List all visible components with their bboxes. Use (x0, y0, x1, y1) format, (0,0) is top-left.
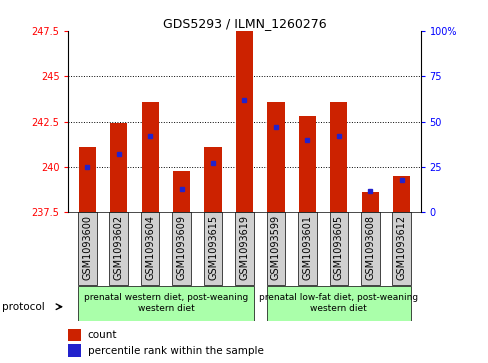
Text: GSM1093604: GSM1093604 (145, 215, 155, 280)
Bar (392, 176, 409, 212)
Bar (78, 286, 253, 321)
Bar (298, 212, 316, 285)
Text: percentile rank within the sample: percentile rank within the sample (88, 346, 263, 355)
Text: count: count (88, 330, 117, 340)
Text: protocol: protocol (2, 302, 45, 312)
Bar (235, 31, 253, 212)
Bar (360, 212, 379, 285)
Bar (235, 212, 253, 285)
Bar (79, 147, 96, 212)
Bar (173, 171, 190, 212)
Text: GSM1093619: GSM1093619 (239, 215, 249, 280)
Text: GSM1093605: GSM1093605 (333, 215, 343, 280)
Bar (267, 102, 284, 212)
Text: GSM1093612: GSM1093612 (396, 215, 406, 280)
Text: GSM1093600: GSM1093600 (82, 215, 92, 280)
Title: GDS5293 / ILMN_1260276: GDS5293 / ILMN_1260276 (163, 17, 325, 30)
Bar (78, 212, 97, 285)
Bar (141, 212, 159, 285)
Bar (141, 102, 159, 212)
Bar (329, 102, 347, 212)
Bar (110, 123, 127, 212)
Bar (361, 192, 378, 212)
Bar (298, 116, 315, 212)
Text: prenatal low-fat diet, post-weaning
western diet: prenatal low-fat diet, post-weaning west… (259, 293, 418, 313)
Bar (391, 212, 410, 285)
Bar (329, 212, 347, 285)
Bar (266, 286, 410, 321)
Bar (266, 212, 285, 285)
Text: GSM1093602: GSM1093602 (114, 215, 123, 280)
Text: GSM1093609: GSM1093609 (176, 215, 186, 280)
Bar (172, 212, 190, 285)
Bar (203, 212, 222, 285)
Text: GSM1093615: GSM1093615 (207, 215, 218, 280)
Bar (204, 147, 221, 212)
Text: GSM1093599: GSM1093599 (270, 215, 281, 280)
Text: prenatal western diet, post-weaning
western diet: prenatal western diet, post-weaning west… (83, 293, 247, 313)
Bar (68, 329, 81, 341)
Text: GSM1093608: GSM1093608 (365, 215, 374, 280)
Bar (109, 212, 128, 285)
Text: GSM1093601: GSM1093601 (302, 215, 312, 280)
Bar (68, 344, 81, 357)
